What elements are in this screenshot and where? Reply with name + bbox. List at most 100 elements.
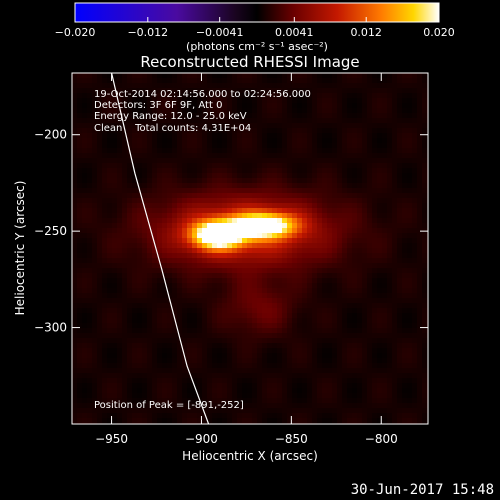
heatmap-cell	[382, 223, 388, 229]
heatmap-cell	[422, 243, 428, 249]
heatmap-cell	[177, 393, 183, 399]
heatmap-cell	[252, 143, 258, 149]
heatmap-cell	[227, 248, 233, 254]
heatmap-cell	[97, 408, 103, 414]
heatmap-cell	[272, 173, 278, 179]
heatmap-cell	[192, 118, 198, 124]
heatmap-cell	[227, 118, 233, 124]
heatmap-cell	[182, 323, 188, 329]
heatmap-cell	[222, 328, 228, 334]
heatmap-cell	[212, 183, 218, 189]
heatmap-cell	[367, 88, 373, 94]
heatmap-cell	[222, 368, 228, 374]
heatmap-cell	[152, 113, 158, 119]
heatmap-cell	[87, 218, 93, 224]
heatmap-cell	[132, 398, 138, 404]
heatmap-cell	[272, 298, 278, 304]
heatmap-cell	[197, 408, 203, 414]
heatmap-cell	[357, 223, 363, 229]
heatmap-cell	[302, 78, 308, 84]
heatmap-cell	[267, 263, 273, 269]
heatmap-cell	[102, 133, 108, 139]
heatmap-cell	[302, 73, 308, 79]
heatmap-cell	[267, 248, 273, 254]
heatmap-cell	[297, 108, 303, 114]
heatmap-cell	[362, 248, 368, 254]
heatmap-cell	[367, 283, 373, 289]
heatmap-cell	[212, 393, 218, 399]
heatmap-cell	[312, 118, 318, 124]
heatmap-cell	[397, 363, 403, 369]
heatmap-cell	[272, 368, 278, 374]
heatmap-cell	[167, 113, 173, 119]
heatmap-cell	[337, 338, 343, 344]
heatmap-cell	[297, 118, 303, 124]
heatmap-cell	[362, 143, 368, 149]
heatmap-cell	[337, 163, 343, 169]
heatmap-cell	[87, 238, 93, 244]
heatmap-cell	[407, 188, 413, 194]
heatmap-cell	[177, 348, 183, 354]
heatmap-cell	[227, 278, 233, 284]
heatmap-cell	[402, 138, 408, 144]
heatmap-cell	[302, 118, 308, 124]
heatmap-cell	[367, 258, 373, 264]
heatmap-cell	[137, 158, 143, 164]
heatmap-cell	[232, 253, 238, 259]
heatmap-cell	[412, 123, 418, 129]
heatmap-cell	[352, 138, 358, 144]
heatmap-cell	[217, 268, 223, 274]
heatmap-cell	[307, 108, 313, 114]
heatmap-cell	[277, 388, 283, 394]
heatmap-cell	[222, 373, 228, 379]
heatmap-cell	[302, 308, 308, 314]
heatmap-cell	[362, 403, 368, 409]
heatmap-cell	[167, 213, 173, 219]
heatmap-cell	[242, 93, 248, 99]
heatmap-cell	[347, 268, 353, 274]
heatmap-cell	[282, 268, 288, 274]
heatmap-cell	[202, 103, 208, 109]
heatmap-cell	[97, 398, 103, 404]
heatmap-cell	[367, 298, 373, 304]
heatmap-cell	[387, 183, 393, 189]
heatmap-cell	[252, 238, 258, 244]
heatmap-cell	[97, 128, 103, 134]
heatmap-cell	[377, 398, 383, 404]
heatmap-cell	[367, 328, 373, 334]
heatmap-cell	[157, 303, 163, 309]
heatmap-cell	[377, 193, 383, 199]
heatmap-cell	[127, 263, 133, 269]
heatmap-cell	[137, 393, 143, 399]
colorbar-tick-label: 0.012	[350, 26, 382, 39]
heatmap-cell	[297, 178, 303, 184]
heatmap-cell	[352, 383, 358, 389]
heatmap-cell	[387, 88, 393, 94]
heatmap-cell	[342, 123, 348, 129]
heatmap-cell	[297, 93, 303, 99]
heatmap-cell	[157, 343, 163, 349]
heatmap-cell	[217, 158, 223, 164]
heatmap-cell	[167, 328, 173, 334]
heatmap-cell	[342, 363, 348, 369]
heatmap-cell	[177, 218, 183, 224]
heatmap-cell	[312, 253, 318, 259]
heatmap-cell	[392, 283, 398, 289]
heatmap-cell	[157, 98, 163, 104]
heatmap-cell	[347, 143, 353, 149]
heatmap-cell	[177, 213, 183, 219]
heatmap-cell	[262, 128, 268, 134]
heatmap-cell	[242, 388, 248, 394]
heatmap-cell	[122, 328, 128, 334]
heatmap-cell	[262, 138, 268, 144]
heatmap-cell	[197, 333, 203, 339]
heatmap-cell	[147, 88, 153, 94]
heatmap-cell	[332, 373, 338, 379]
heatmap-cell	[307, 323, 313, 329]
heatmap-cell	[257, 278, 263, 284]
heatmap-cell	[167, 268, 173, 274]
heatmap-cell	[187, 318, 193, 324]
heatmap-cell	[202, 173, 208, 179]
heatmap-cell	[212, 388, 218, 394]
heatmap-cell	[112, 118, 118, 124]
